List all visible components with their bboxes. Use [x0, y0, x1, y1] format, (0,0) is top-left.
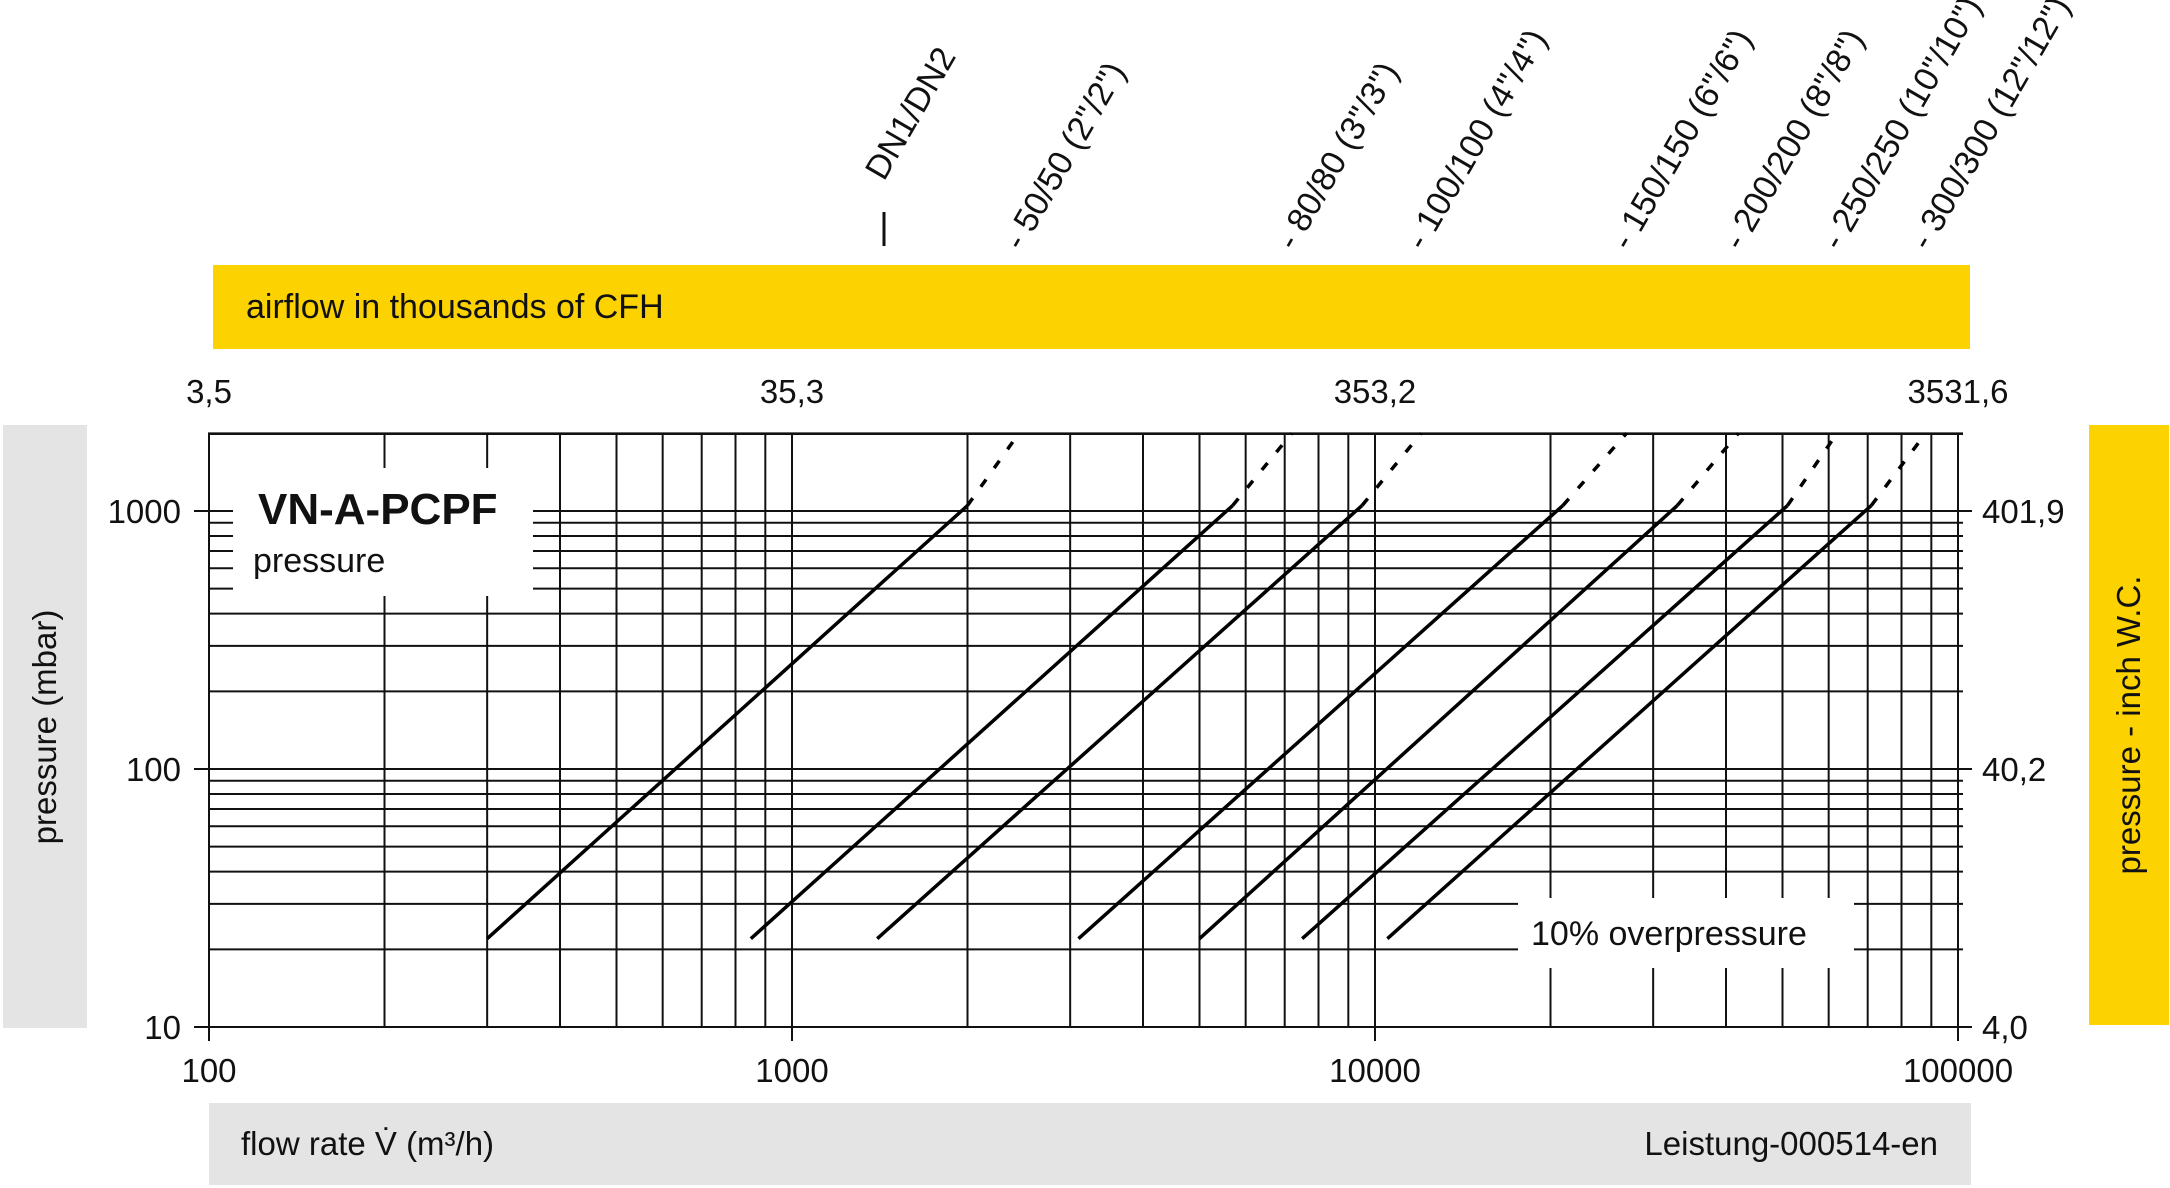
y-tick-label: 1000: [108, 493, 181, 530]
series-extrapolation-3: [1360, 432, 1423, 507]
x2-tick-label: 3,5: [186, 373, 232, 410]
airflow-cfh-label: airflow in thousands of CFH: [246, 287, 664, 326]
series-label-2: - 80/80 (3"/3"): [1269, 56, 1407, 256]
series-line-5: [1198, 504, 1679, 940]
overpressure-annotation: 10% overpressure: [1531, 915, 1807, 953]
series-line-4: [1077, 504, 1565, 940]
x-tick-label: 100000: [1903, 1052, 2013, 1089]
y2-tick-label: 40,2: [1982, 751, 2046, 788]
flow-rate-band: flow rate V̇ (m³/h) Leistung-000514-en: [209, 1103, 1971, 1185]
series-extrapolation-4: [1561, 432, 1628, 507]
series-label-1: - 50/50 (2"/2"): [996, 56, 1134, 256]
x2-tick-label: 3531,6: [1908, 373, 2009, 410]
series-extrapolation-6: [1786, 432, 1839, 507]
series-label-3: - 100/100 (4"/4"): [1398, 23, 1554, 256]
pressure-mbar-band: pressure (mbar): [3, 425, 87, 1028]
airflow-cfh-band: airflow in thousands of CFH: [213, 265, 1970, 349]
flow-rate-label: flow rate V̇ (m³/h): [241, 1125, 495, 1162]
chart-title: VN-A-PCPF: [258, 485, 498, 534]
series-extrapolation-2: [1231, 432, 1294, 507]
annotation-box: [1518, 898, 1854, 968]
x2-tick-label: 353,2: [1334, 373, 1417, 410]
x-tick-label: 10000: [1329, 1052, 1421, 1089]
series-line-2: [749, 504, 1234, 940]
x-tick-label: 1000: [755, 1052, 828, 1089]
pressure-inch-wc-band: pressure - inch W.C.: [2089, 425, 2169, 1025]
series-line-7: [1386, 504, 1873, 940]
series-extrapolation-1: [966, 432, 1021, 507]
series-line-3: [876, 504, 1364, 940]
series-line-1: [485, 504, 969, 940]
title-box: [233, 468, 533, 596]
y-tick-label: 100: [126, 751, 181, 788]
series-extrapolation-7: [1869, 432, 1928, 507]
x-tick-label: 100: [181, 1052, 236, 1089]
series-lines: [485, 432, 1928, 940]
y-tick-label: 10: [144, 1009, 181, 1046]
series-extrapolation-5: [1675, 432, 1740, 507]
series-labels: DN1/DN2 - 50/50 (2"/2") - 80/80 (3"/3")- 1…: [858, 0, 2078, 256]
y2-tick-label: 4,0: [1982, 1009, 2028, 1046]
y2-tick-label: 401,9: [1982, 493, 2065, 530]
chart-subtitle: pressure: [253, 542, 385, 580]
x2-tick-label: 35,3: [760, 373, 824, 410]
series-header: DN1/DN2: [858, 41, 964, 186]
series-line-6: [1300, 504, 1789, 940]
document-id: Leistung-000514-en: [1644, 1125, 1938, 1162]
